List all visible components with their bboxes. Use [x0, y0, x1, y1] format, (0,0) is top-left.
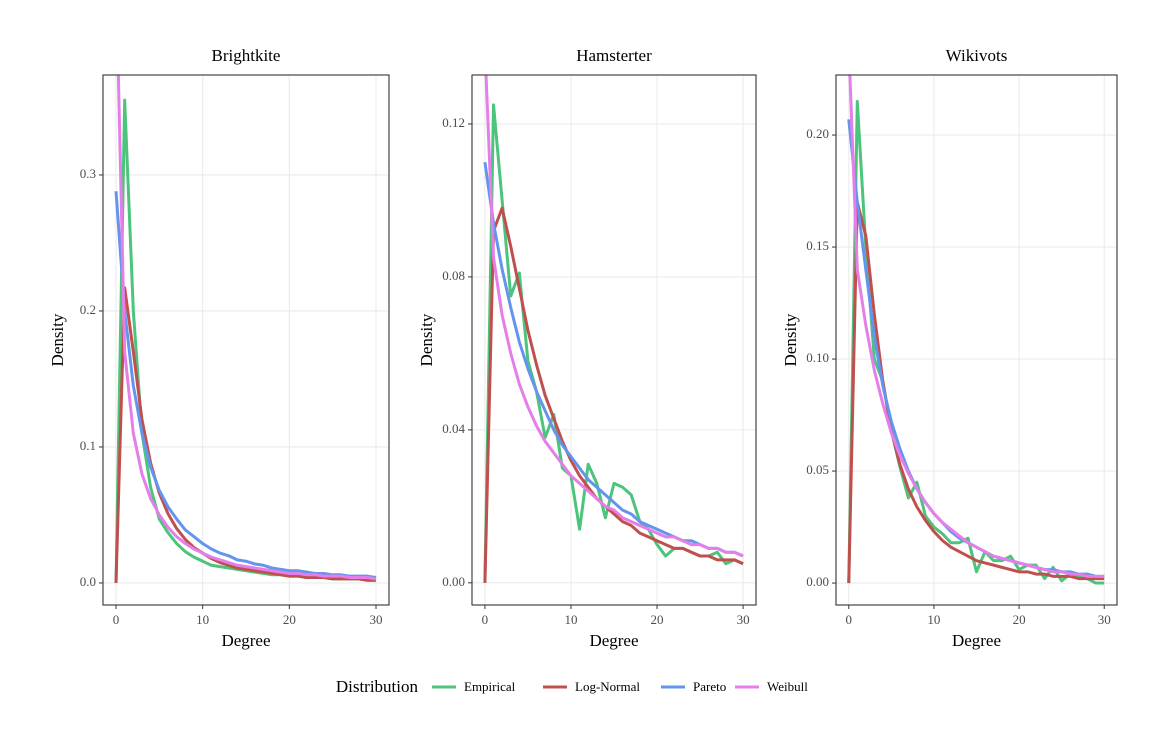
y-axis-label: Density — [48, 313, 67, 366]
y-tick-label: 0.20 — [806, 126, 829, 141]
x-tick-label: 30 — [737, 612, 750, 627]
y-tick-label: 0.10 — [806, 350, 829, 365]
y-axis-label: Density — [781, 313, 800, 366]
series-line — [847, 200, 1105, 584]
y-tick-label: 0.00 — [442, 574, 465, 589]
plot-lines — [847, 75, 1105, 585]
panel-border — [102, 74, 390, 606]
x-axis-label: Degree — [952, 631, 1001, 650]
legend-label: Weibull — [767, 679, 808, 694]
series-line — [848, 75, 1105, 578]
x-tick-label: 20 — [1013, 612, 1026, 627]
y-tick-label: 0.04 — [442, 421, 465, 436]
panel-border — [835, 74, 1118, 606]
x-tick-label: 30 — [370, 612, 383, 627]
series-line — [484, 75, 744, 558]
plot-lines — [114, 75, 377, 584]
y-tick-label: 0.12 — [442, 115, 465, 130]
plot-lines — [483, 75, 744, 583]
y-tick-label: 0.15 — [806, 238, 829, 253]
y-tick-label: 0.05 — [806, 462, 829, 477]
series-line — [483, 161, 744, 558]
legend-label: Empirical — [464, 679, 516, 694]
x-tick-label: 20 — [651, 612, 664, 627]
panel-title: Brightkite — [212, 46, 281, 65]
x-tick-label: 0 — [482, 612, 489, 627]
y-tick-label: 0.3 — [80, 166, 96, 181]
series-line — [114, 191, 377, 580]
legend-label: Log-Normal — [575, 679, 640, 694]
x-tick-label: 10 — [927, 612, 940, 627]
y-tick-label: 0.2 — [80, 302, 96, 317]
x-tick-label: 0 — [113, 612, 120, 627]
x-tick-label: 20 — [283, 612, 296, 627]
series-line — [483, 206, 744, 583]
legend-title: Distribution — [336, 677, 419, 696]
x-axis-label: Degree — [589, 631, 638, 650]
panel-border — [471, 74, 757, 606]
panel-title: Wikivots — [946, 46, 1008, 65]
x-tick-label: 30 — [1098, 612, 1111, 627]
series-line — [116, 75, 377, 581]
x-tick-label: 0 — [846, 612, 853, 627]
y-tick-label: 0.08 — [442, 268, 465, 283]
panel-title: Hamsterter — [576, 46, 652, 65]
series-line — [114, 286, 376, 584]
y-tick-label: 0.00 — [806, 574, 829, 589]
x-axis-label: Degree — [221, 631, 270, 650]
legend-label: Pareto — [693, 679, 726, 694]
y-tick-label: 0.1 — [80, 438, 96, 453]
x-tick-label: 10 — [564, 612, 577, 627]
x-tick-label: 10 — [196, 612, 209, 627]
y-tick-label: 0.0 — [80, 574, 96, 589]
series-line — [847, 99, 1105, 585]
series-line — [114, 98, 376, 583]
series-line — [847, 119, 1105, 578]
y-axis-label: Density — [417, 313, 436, 366]
